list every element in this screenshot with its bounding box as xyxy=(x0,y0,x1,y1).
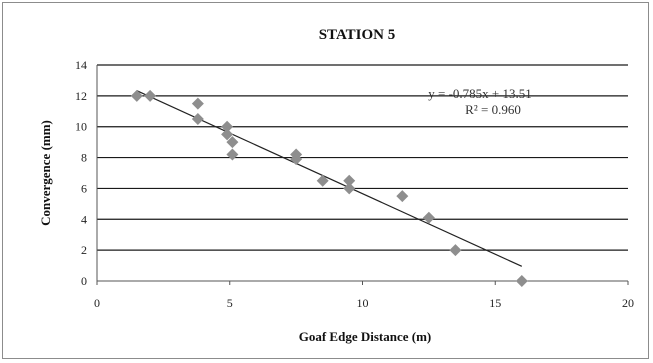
grid-layer xyxy=(97,64,628,251)
r-squared-label: R² = 0.960 xyxy=(465,102,521,117)
data-point xyxy=(515,275,528,287)
data-point xyxy=(191,113,204,125)
y-axis-label: Convergence (mm) xyxy=(38,120,53,226)
data-point xyxy=(226,148,239,161)
data-point xyxy=(130,89,143,102)
data-point xyxy=(221,120,234,133)
y-tick-label: 4 xyxy=(81,212,87,226)
data-point xyxy=(221,128,234,141)
x-tick-label: 15 xyxy=(489,296,501,310)
axis-layer xyxy=(96,65,629,285)
y-tick-label: 8 xyxy=(81,151,87,165)
data-point xyxy=(449,244,462,257)
y-tick-label: 0 xyxy=(81,274,87,288)
y-tick-label: 2 xyxy=(81,243,87,257)
x-tick-label: 10 xyxy=(357,296,369,310)
y-tick-label: 14 xyxy=(75,58,87,72)
chart-title: STATION 5 xyxy=(319,27,396,43)
data-point xyxy=(343,174,356,187)
data-points xyxy=(130,89,528,287)
data-point xyxy=(422,211,435,224)
x-axis-label: Goaf Edge Distance (m) xyxy=(299,329,432,344)
x-tick-label: 5 xyxy=(227,296,233,310)
data-point xyxy=(226,136,239,149)
data-point xyxy=(343,182,356,195)
x-tick-label: 20 xyxy=(622,296,634,310)
x-tick-label: 0 xyxy=(94,296,100,310)
y-tick-label: 6 xyxy=(81,181,87,195)
data-point xyxy=(396,190,409,203)
y-tick-label: 12 xyxy=(75,89,87,103)
y-tick-labels: 0 2 4 6 8 10 12 14 xyxy=(75,58,87,288)
data-point xyxy=(290,153,303,166)
data-point xyxy=(144,89,157,102)
trendline-equation: y = -0.785x + 13.51 xyxy=(428,86,532,101)
data-point xyxy=(191,97,204,110)
x-tick-labels: 0 5 10 15 20 xyxy=(94,296,634,310)
data-point xyxy=(316,174,329,187)
y-tick-label: 10 xyxy=(75,120,87,134)
